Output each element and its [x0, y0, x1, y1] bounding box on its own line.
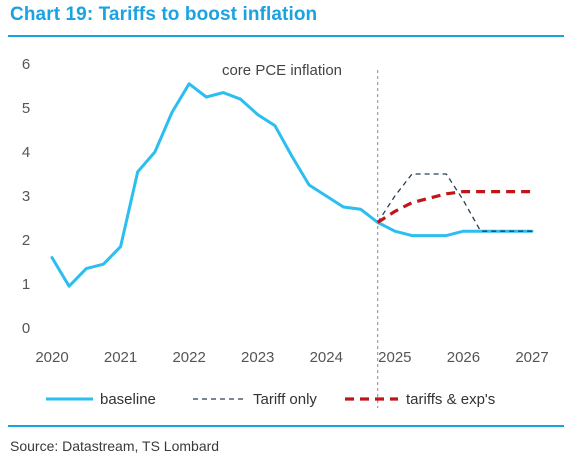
- x-tick-label: 2023: [241, 349, 274, 366]
- y-tick-label: 1: [22, 276, 30, 293]
- x-axis-ticks: 2020 2021 2022 2023 2024 2025 2026 2027: [35, 349, 548, 366]
- x-tick-label: 2022: [172, 349, 205, 366]
- series-tariff-only-line: [377, 173, 532, 232]
- x-tick-label: 2025: [378, 349, 411, 366]
- series-baseline-line: [50, 82, 534, 288]
- x-tick-label: 2020: [35, 349, 68, 366]
- y-tick-label: 0: [22, 320, 30, 337]
- source-note: Source: Datastream, TS Lombard: [10, 438, 220, 454]
- legend-label: Tariff only: [253, 391, 317, 408]
- y-tick-label: 6: [22, 56, 30, 73]
- chart-title: Chart 19: Tariffs to boost inflation: [10, 4, 318, 25]
- y-tick-label: 3: [22, 188, 30, 205]
- y-tick-label: 4: [22, 144, 30, 161]
- legend-label: baseline: [100, 391, 156, 408]
- x-tick-label: 2024: [310, 349, 343, 366]
- y-tick-label: 5: [22, 100, 30, 117]
- legend-label: tariffs & exp's: [406, 391, 495, 408]
- x-tick-label: 2027: [515, 349, 548, 366]
- x-tick-label: 2026: [447, 349, 480, 366]
- footer-rule: [8, 425, 564, 427]
- y-axis-ticks: 0 1 2 3 4 5 6: [22, 56, 30, 337]
- y-tick-label: 2: [22, 232, 30, 249]
- series-tariffs-exp-line: [376, 190, 532, 224]
- x-tick-label: 2021: [104, 349, 137, 366]
- annotation-core-pce: core PCE inflation: [222, 62, 342, 79]
- title-rule: [8, 35, 564, 37]
- series-group: [50, 82, 534, 288]
- legend: baseline Tariff only tariffs & exp's: [46, 391, 495, 408]
